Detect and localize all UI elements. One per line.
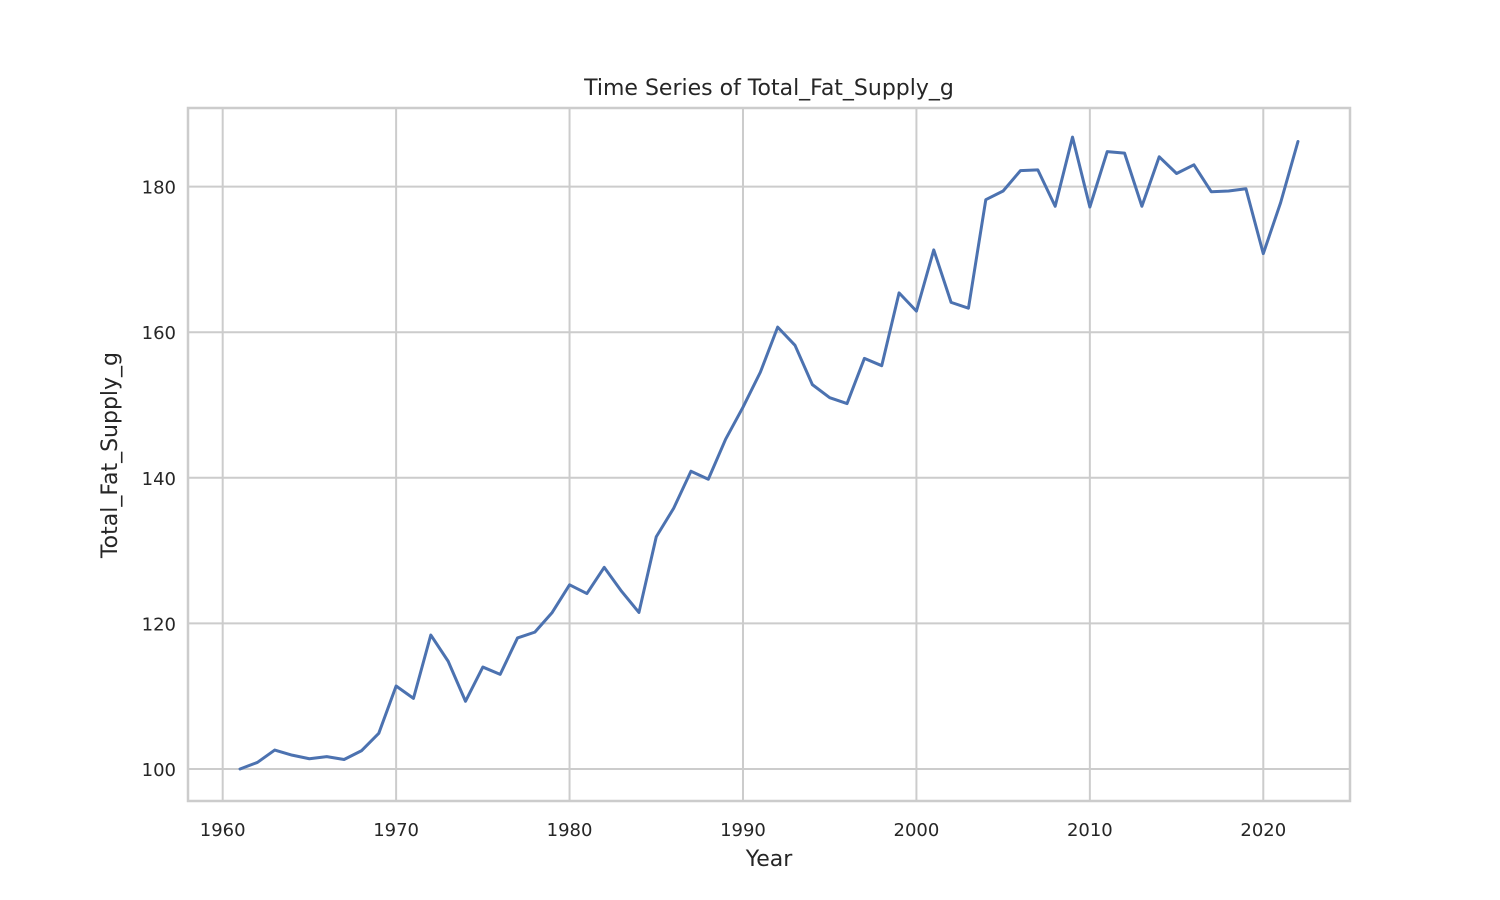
y-axis-label: Total_Fat_Supply_g [98,352,123,559]
chart-title: Time Series of Total_Fat_Supply_g [583,76,954,101]
x-axis-ticks: 1960 1970 1980 1990 2000 2010 2020 [200,820,1286,841]
x-tick-label: 2010 [1067,820,1113,841]
y-tick-label: 180 [142,178,176,199]
x-tick-label: 2020 [1240,820,1286,841]
x-tick-label: 1990 [720,820,766,841]
y-tick-label: 140 [142,469,176,490]
x-tick-label: 2000 [894,820,940,841]
x-tick-label: 1980 [547,820,593,841]
y-tick-label: 120 [142,614,176,635]
y-tick-label: 100 [142,760,176,781]
plot-frame [186,106,1352,803]
y-tick-label: 160 [142,323,176,344]
grid [188,108,1350,801]
series-line [238,135,1300,771]
x-tick-label: 1970 [373,820,419,841]
x-axis-label: Year [745,847,794,872]
x-tick-label: 1960 [200,820,246,841]
y-axis-ticks: 100 120 140 160 180 [142,178,176,781]
